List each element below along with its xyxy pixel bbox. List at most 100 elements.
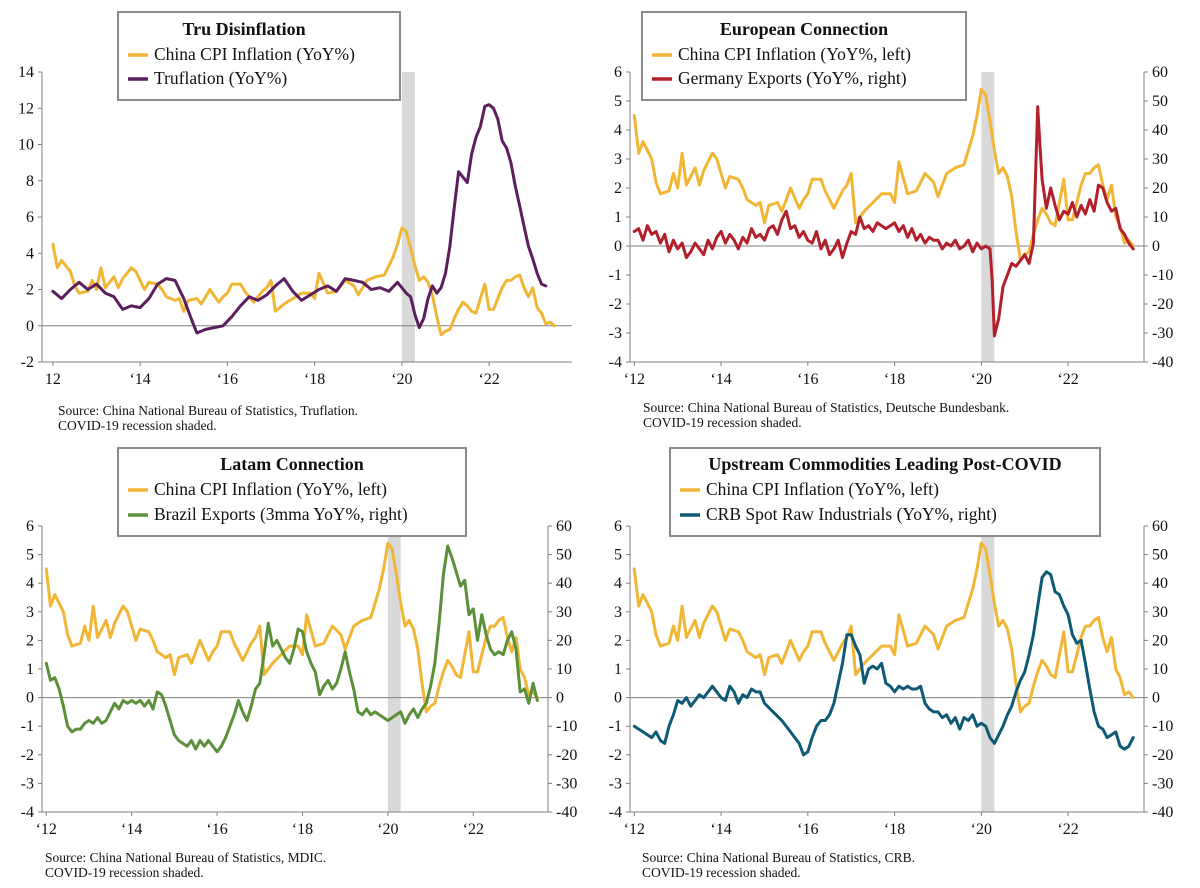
legend-box — [117, 447, 467, 537]
legend-label: Germany Exports (YoY%, right) — [678, 68, 907, 88]
x-tick-label: ‘20 — [391, 371, 412, 388]
y-tick-label-left: -3 — [609, 325, 622, 342]
series-line-china_cpi — [44, 541, 539, 714]
series-line-china_cpi — [632, 541, 1135, 714]
y-tick-label-left: 6 — [26, 518, 34, 535]
y-tick-label-left: 2 — [26, 632, 34, 649]
y-tick-label-left: -4 — [609, 804, 622, 821]
x-tick-label: ‘16 — [217, 371, 238, 388]
x-tick-label: ‘22 — [463, 821, 484, 838]
y-tick-label-left: 6 — [26, 209, 34, 226]
x-tick-label: ‘14 — [121, 821, 142, 838]
legend-box — [641, 11, 967, 101]
recession-shading — [387, 526, 401, 812]
x-tick-label: ‘20 — [377, 821, 398, 838]
y-tick-label-left: 5 — [614, 93, 622, 110]
x-tick-label: ‘20 — [971, 821, 992, 838]
y-tick-label-left: -1 — [609, 718, 622, 735]
x-tick-label: ‘22 — [1057, 821, 1078, 838]
y-tick-label-right: 0 — [1152, 690, 1160, 707]
y-tick-label-left: 12 — [18, 100, 34, 117]
source-line: Source: China National Bureau of Statist… — [58, 403, 358, 418]
source-note: Source: China National Bureau of Statist… — [642, 850, 915, 880]
y-tick-label-right: -20 — [1152, 296, 1173, 313]
y-tick-label-right: -10 — [1152, 718, 1173, 735]
y-tick-label-right: 0 — [1152, 238, 1160, 255]
y-tick-label-left: 1 — [614, 209, 622, 226]
x-tick-label: ‘22 — [478, 371, 499, 388]
x-tick-label: ‘16 — [797, 371, 818, 388]
source-line: Source: China National Bureau of Statist… — [642, 850, 915, 865]
y-tick-label-left: 5 — [26, 547, 34, 564]
legend-label: CRB Spot Raw Industrials (YoY%, right) — [706, 504, 997, 524]
x-tick-label: ‘12 — [624, 371, 645, 388]
y-tick-label-right: 60 — [1152, 64, 1168, 81]
y-tick-label-left: 4 — [26, 575, 34, 592]
source-line: COVID-19 recession shaded. — [45, 865, 204, 880]
source-note: Source: China National Bureau of Statist… — [58, 403, 358, 433]
y-tick-label-left: 0 — [614, 690, 622, 707]
chart-panel-tru: -2 0 2 4 6 8 10 12 14 12 ‘14 ‘16 ‘18 ‘20 ‘22 Tru Disinf… — [0, 0, 600, 444]
y-tick-label-left: -4 — [21, 804, 34, 821]
y-tick-label-right: -40 — [1152, 354, 1173, 371]
y-tick-label-left: -4 — [609, 354, 622, 371]
series-line-china_cpi — [632, 87, 1135, 262]
series-line-germany — [632, 105, 1135, 338]
y-tick-label-right: 10 — [1152, 661, 1168, 678]
source-line: COVID-19 recession shaded. — [643, 415, 802, 430]
y-tick-label-right: 30 — [1152, 604, 1168, 621]
legend-label: Truflation (YoY%) — [154, 68, 287, 88]
y-tick-label-right: 50 — [1152, 93, 1168, 110]
y-tick-label-right: -40 — [556, 804, 577, 821]
legend-label: China CPI Inflation (YoY%) — [154, 44, 355, 64]
x-tick-label: ‘16 — [797, 821, 818, 838]
y-tick-label-right: 20 — [556, 632, 572, 649]
y-tick-label-right: 40 — [1152, 122, 1168, 139]
y-tick-label-left: 5 — [614, 547, 622, 564]
x-tick-label: ‘12 — [36, 821, 57, 838]
x-tick-label: ‘16 — [206, 821, 227, 838]
x-tick-label: ‘20 — [971, 371, 992, 388]
source-note: Source: China National Bureau of Statist… — [45, 850, 326, 880]
x-tick-label: ‘18 — [292, 821, 313, 838]
source-line: COVID-19 recession shaded. — [642, 865, 801, 880]
chart-panel-europe: -4 -3 -2 -1 0 1 2 3 4 5 6 -40 -30 -20 -10 0 10 20 30 40 50 60… — [600, 0, 1200, 444]
legend-label: China CPI Inflation (YoY%, left) — [706, 479, 939, 499]
legend-label: Brazil Exports (3mma YoY%, right) — [154, 504, 408, 524]
y-tick-label-left: 2 — [26, 282, 34, 299]
y-tick-label-left: 4 — [614, 575, 622, 592]
y-tick-label-right: 50 — [1152, 547, 1168, 564]
chart-title: Tru Disinflation — [182, 19, 305, 39]
y-tick-label-left: 0 — [26, 318, 34, 335]
y-tick-label-right: -10 — [556, 718, 577, 735]
x-tick-label: ‘18 — [884, 821, 905, 838]
x-tick-label: ‘18 — [884, 371, 905, 388]
y-tick-label-left: 6 — [614, 518, 622, 535]
y-tick-label-right: 40 — [556, 575, 572, 592]
y-tick-label-right: -40 — [1152, 804, 1173, 821]
x-tick-label: ‘22 — [1057, 371, 1078, 388]
x-tick-label: ‘14 — [710, 821, 731, 838]
chart-svg-tru: -2 0 2 4 6 8 10 12 14 12 ‘14 ‘16 ‘18 ‘20 ‘22 Tru Disinf… — [18, 11, 572, 388]
chart-svg-commodities: -4-3-2-10123456-40-30-20-100102030405060… — [609, 447, 1173, 838]
y-tick-label-left: 8 — [26, 173, 34, 190]
y-tick-label-left: 10 — [18, 137, 34, 154]
series-line-truflation — [51, 103, 548, 335]
y-tick-label-left: -1 — [21, 718, 34, 735]
x-tick-label: ‘18 — [304, 371, 325, 388]
chart-svg-europe: -4-3-2-10123456-40-30-20-100102030405060… — [609, 11, 1173, 388]
y-tick-label-left: -3 — [609, 775, 622, 792]
y-tick-label-right: -30 — [556, 775, 577, 792]
x-tick-label: ‘12 — [624, 821, 645, 838]
y-tick-label-right: 40 — [1152, 575, 1168, 592]
y-tick-label-left: 4 — [614, 122, 622, 139]
x-tick-label: 12 — [45, 371, 61, 388]
y-tick-label-left: -2 — [609, 747, 622, 764]
y-tick-label-right: 60 — [1152, 518, 1168, 535]
y-tick-label-left: 0 — [26, 690, 34, 707]
y-tick-label-right: 0 — [556, 690, 564, 707]
y-tick-label-right: -30 — [1152, 775, 1173, 792]
y-tick-label-left: 3 — [26, 604, 34, 621]
y-tick-label-left: -2 — [609, 296, 622, 313]
y-tick-label-left: 4 — [26, 245, 34, 262]
